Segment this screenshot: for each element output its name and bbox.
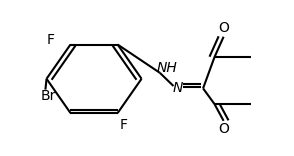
Text: NH: NH	[156, 61, 177, 75]
Text: O: O	[218, 122, 229, 136]
Text: F: F	[46, 33, 54, 47]
Text: O: O	[218, 21, 229, 35]
Text: F: F	[119, 118, 127, 132]
Text: Br: Br	[41, 89, 56, 103]
Text: N: N	[173, 81, 183, 95]
